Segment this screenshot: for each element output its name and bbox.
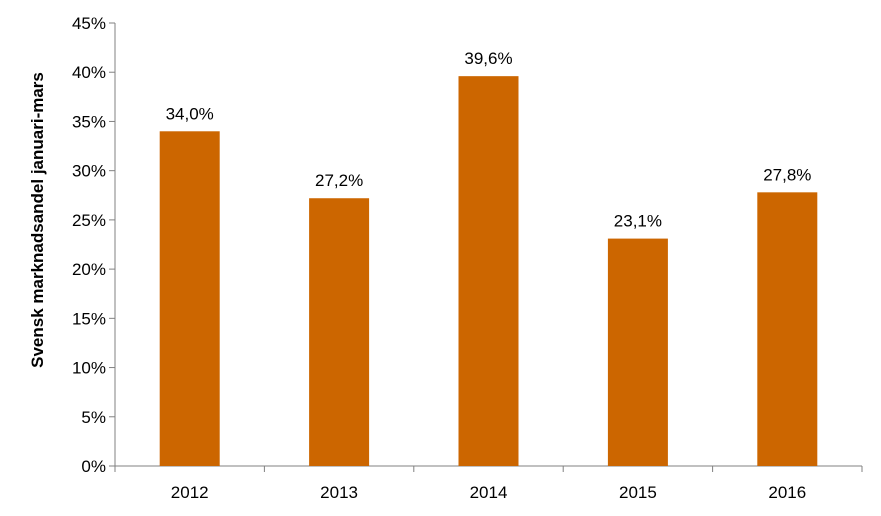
y-tick-label: 30% [72, 162, 106, 181]
y-tick-label: 0% [81, 457, 106, 476]
x-tick-label: 2015 [619, 483, 657, 502]
y-axis-title: Svensk marknadsandel januari-mars [28, 72, 47, 368]
x-tick-label: 2012 [171, 483, 209, 502]
data-label: 39,6% [464, 49, 512, 68]
data-label: 23,1% [614, 212, 662, 231]
y-tick-label: 40% [72, 63, 106, 82]
bar [607, 238, 668, 466]
x-tick-label: 2013 [320, 483, 358, 502]
bar [309, 198, 370, 466]
y-tick-label: 35% [72, 112, 106, 131]
data-labels: 34,0% 27,2% 39,6% 23,1% 27,8% [166, 49, 812, 230]
y-tick-label: 20% [72, 260, 106, 279]
bar [458, 76, 519, 466]
data-label: 27,2% [315, 171, 363, 190]
data-label: 27,8% [763, 165, 811, 184]
bar [159, 131, 220, 467]
y-tick-label: 5% [81, 408, 106, 427]
y-tick-label: 45% [72, 14, 106, 33]
bars [159, 76, 818, 467]
bar [757, 192, 818, 466]
x-tick-label: 2016 [768, 483, 806, 502]
x-axis: 2012 2013 2014 2015 2016 [114, 465, 863, 502]
y-axis: 0% 5% 10% 15% 20% 25% 30% 35% 40% 45% [72, 14, 116, 476]
y-tick-label: 25% [72, 211, 106, 230]
x-tick-label: 2014 [470, 483, 508, 502]
y-tick-label: 15% [72, 309, 106, 328]
data-label: 34,0% [166, 104, 214, 123]
y-tick-label: 10% [72, 359, 106, 378]
